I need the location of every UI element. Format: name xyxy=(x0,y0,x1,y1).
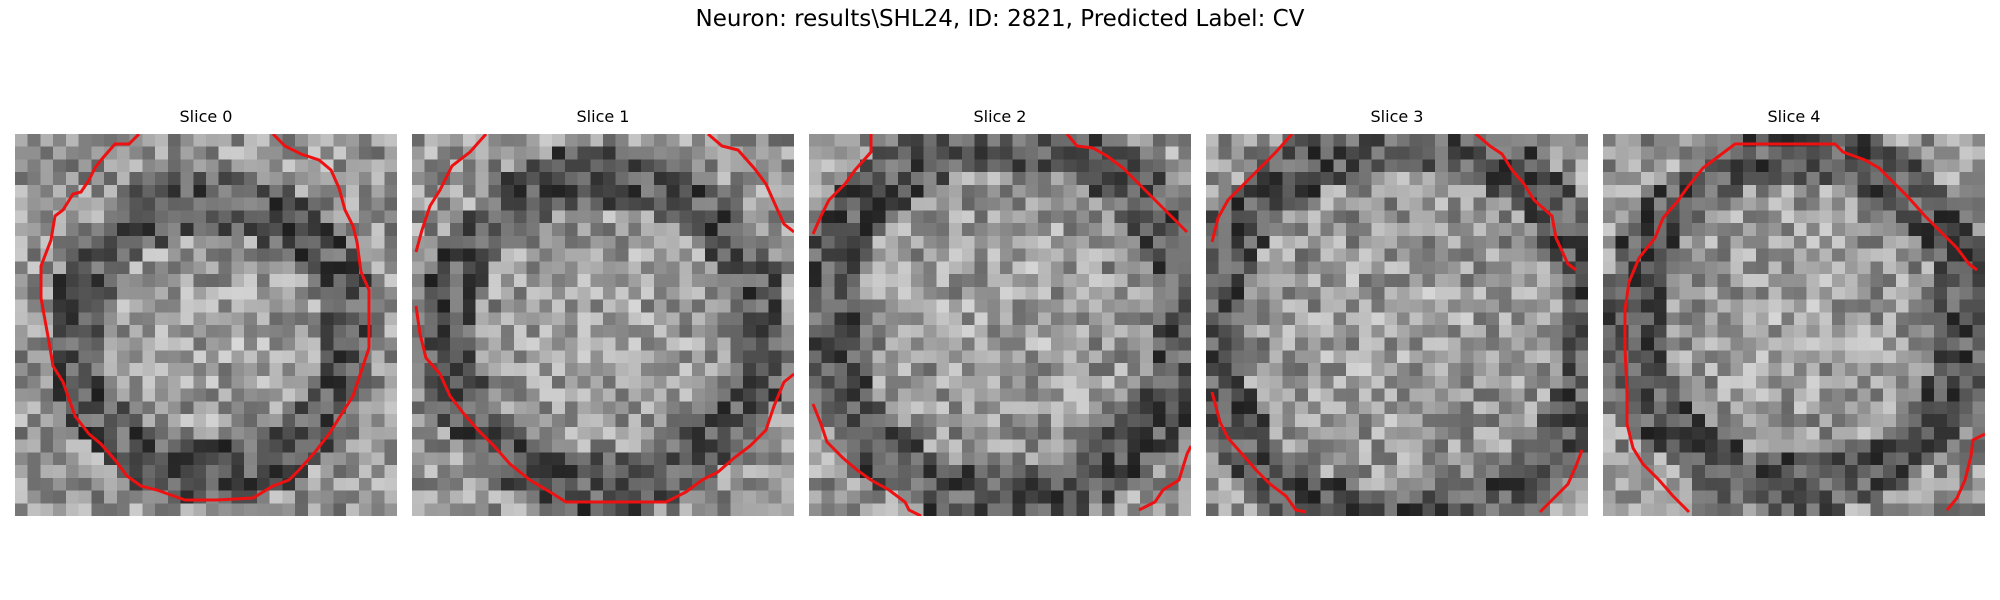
roi-contour xyxy=(39,134,371,502)
slice-image-2 xyxy=(809,134,1191,516)
slice-pixels-0 xyxy=(15,134,397,516)
contour-overlay-4 xyxy=(1623,142,1985,514)
roi-contour xyxy=(811,134,873,235)
roi-contour xyxy=(414,305,794,504)
slice-panel-4: Slice 4 xyxy=(1603,107,1985,516)
roi-contour xyxy=(1623,142,1978,514)
roi-contour xyxy=(1210,391,1307,514)
roi-contour xyxy=(1538,449,1584,514)
slice-image-3 xyxy=(1206,134,1588,516)
contour-overlay-2 xyxy=(811,134,1191,516)
slice-pixels-4 xyxy=(1603,134,1985,516)
slice-pixels-1 xyxy=(412,134,794,516)
slice-title-2: Slice 2 xyxy=(973,107,1027,126)
roi-contour xyxy=(1210,134,1294,243)
slice-title-4: Slice 4 xyxy=(1767,107,1821,126)
slice-pixels-2 xyxy=(809,134,1191,516)
roi-contour xyxy=(707,134,794,234)
slice-pixels-3 xyxy=(1206,134,1588,516)
roi-contour xyxy=(1475,134,1577,272)
roi-contour xyxy=(1138,445,1191,512)
figure-title: Neuron: results\SHL24, ID: 2821, Predict… xyxy=(695,6,1305,32)
slice-title-3: Slice 3 xyxy=(1370,107,1424,126)
contour-overlay-1 xyxy=(414,134,794,504)
slice-panel-3: Slice 3 xyxy=(1206,107,1588,516)
roi-contour xyxy=(1065,134,1189,234)
roi-contour xyxy=(1945,432,1985,511)
roi-contour xyxy=(414,134,488,253)
slice-title-1: Slice 1 xyxy=(576,107,630,126)
slice-panel-0: Slice 0 xyxy=(15,107,397,516)
slice-title-0: Slice 0 xyxy=(179,107,233,126)
slice-image-1 xyxy=(412,134,794,516)
contour-overlay-0 xyxy=(39,134,371,502)
roi-contour xyxy=(811,403,922,516)
slice-image-4 xyxy=(1603,134,1985,516)
slice-panel-1: Slice 1 xyxy=(412,107,794,516)
slice-image-0 xyxy=(15,134,397,516)
slice-panel-2: Slice 2 xyxy=(809,107,1191,516)
contour-overlay-3 xyxy=(1210,134,1584,514)
